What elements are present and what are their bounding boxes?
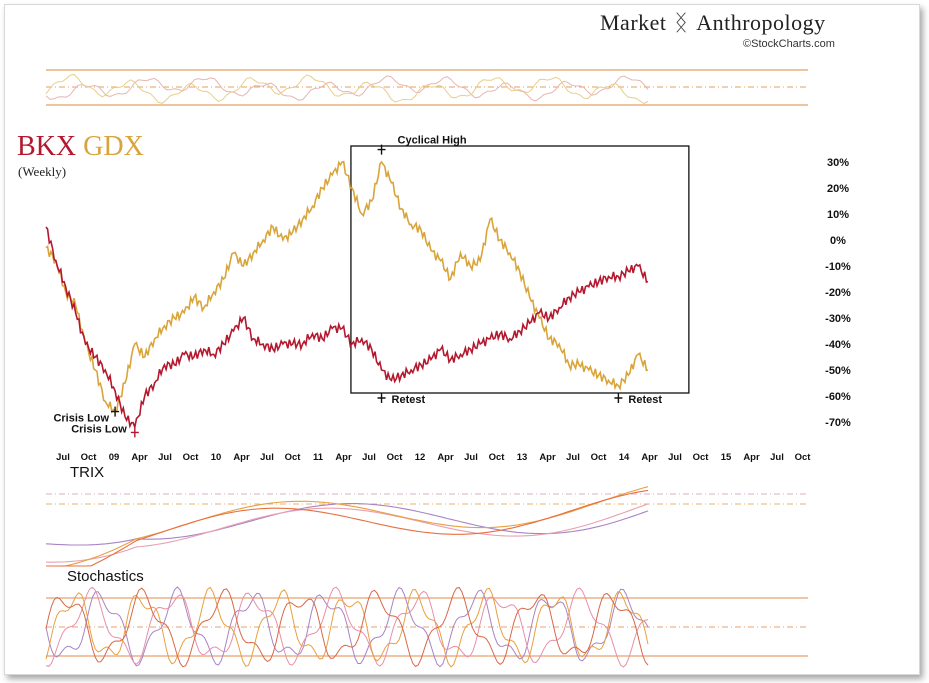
x-tick-label: 14: [619, 452, 630, 463]
y-tick-label: 30%: [827, 157, 849, 169]
title-series-bkx: BKX: [17, 131, 77, 162]
annotation-label: Crisis Low: [71, 423, 127, 435]
x-tick-label: 10: [211, 452, 222, 463]
annotation-marker: [377, 144, 386, 155]
x-tick-label: Apr: [437, 452, 454, 463]
x-tick-label: Apr: [233, 452, 250, 463]
x-tick-label: Apr: [743, 452, 760, 463]
x-tick-label: 13: [517, 452, 528, 463]
source-name: StockCharts.com: [751, 38, 835, 50]
y-tick-label: -10%: [825, 261, 851, 273]
stoch-line-4: [45, 587, 649, 668]
annotation-label: Retest: [392, 394, 426, 406]
chart-title: BKX GDX: [17, 131, 144, 163]
annotation-marker: [130, 427, 139, 438]
x-tick-label: Oct: [81, 452, 98, 463]
trix-line-4: [46, 489, 649, 567]
x-tick-label: Jul: [260, 452, 274, 463]
y-tick-label: -50%: [825, 365, 851, 377]
copyright-icon: ©: [743, 38, 752, 50]
x-tick-label: Apr: [131, 452, 148, 463]
stoch-line-2: [45, 586, 649, 668]
y-tick-label: -70%: [825, 417, 851, 429]
y-tick-label: -60%: [825, 391, 851, 403]
x-tick-label: Jul: [158, 452, 172, 463]
annotation-marker: [111, 406, 120, 417]
series-line-bkx: [45, 226, 649, 431]
top-panel-line-bkx: [45, 75, 649, 102]
annotation-marker: [614, 393, 623, 403]
stoch-line-3: [45, 586, 649, 668]
x-tick-label: 11: [313, 452, 324, 463]
chart-frame: [4, 4, 920, 675]
x-tick-label: Apr: [335, 452, 352, 463]
chart-subtitle: (Weekly): [18, 164, 67, 179]
x-tick-label: 15: [721, 452, 732, 463]
trix-line-2: [46, 503, 649, 563]
series-line-gdx: [45, 160, 649, 414]
x-tick-label: Apr: [641, 452, 658, 463]
trix-label: TRIX: [70, 464, 105, 481]
y-tick-label: 0%: [830, 235, 846, 247]
x-tick-label: Oct: [795, 452, 812, 463]
x-tick-label: Oct: [489, 452, 506, 463]
x-tick-label: 09: [109, 452, 120, 463]
top-panel-line-gdx: [45, 73, 649, 105]
y-tick-label: 20%: [827, 183, 849, 195]
x-tick-label: Oct: [183, 452, 200, 463]
trix-line-3: [46, 486, 649, 567]
brand-name-part2: Anthropology: [696, 10, 826, 35]
stochastics-label: Stochastics: [67, 568, 144, 585]
x-tick-label: Oct: [693, 452, 710, 463]
x-tick-label: Jul: [566, 452, 580, 463]
annotation-marker: [377, 393, 386, 403]
x-tick-label: Oct: [591, 452, 608, 463]
source-credit: ©StockCharts.com: [743, 38, 835, 50]
x-tick-label: Jul: [362, 452, 376, 463]
x-tick-label: Oct: [387, 452, 404, 463]
y-tick-label: -40%: [825, 339, 851, 351]
x-tick-label: Oct: [285, 452, 302, 463]
x-tick-label: 12: [415, 452, 426, 463]
x-tick-label: Jul: [770, 452, 784, 463]
title-series-gdx: GDX: [83, 131, 144, 162]
annotation-label: Cyclical High: [398, 135, 467, 147]
y-tick-label: 10%: [827, 209, 849, 221]
y-tick-label: -30%: [825, 313, 851, 325]
dna-helix-icon: ᛝ: [674, 10, 689, 35]
y-tick-label: -20%: [825, 287, 851, 299]
x-tick-label: Jul: [668, 452, 682, 463]
brand-name-part1: Market: [600, 10, 667, 35]
x-tick-label: Apr: [539, 452, 556, 463]
x-tick-label: Jul: [464, 452, 478, 463]
annotation-label: Crisis Low: [53, 413, 109, 425]
annotation-label: Retest: [628, 394, 662, 406]
highlight-box: [350, 145, 690, 394]
x-tick-label: Jul: [56, 452, 70, 463]
brand-logo: Market ᛝ Anthropology: [600, 10, 900, 36]
